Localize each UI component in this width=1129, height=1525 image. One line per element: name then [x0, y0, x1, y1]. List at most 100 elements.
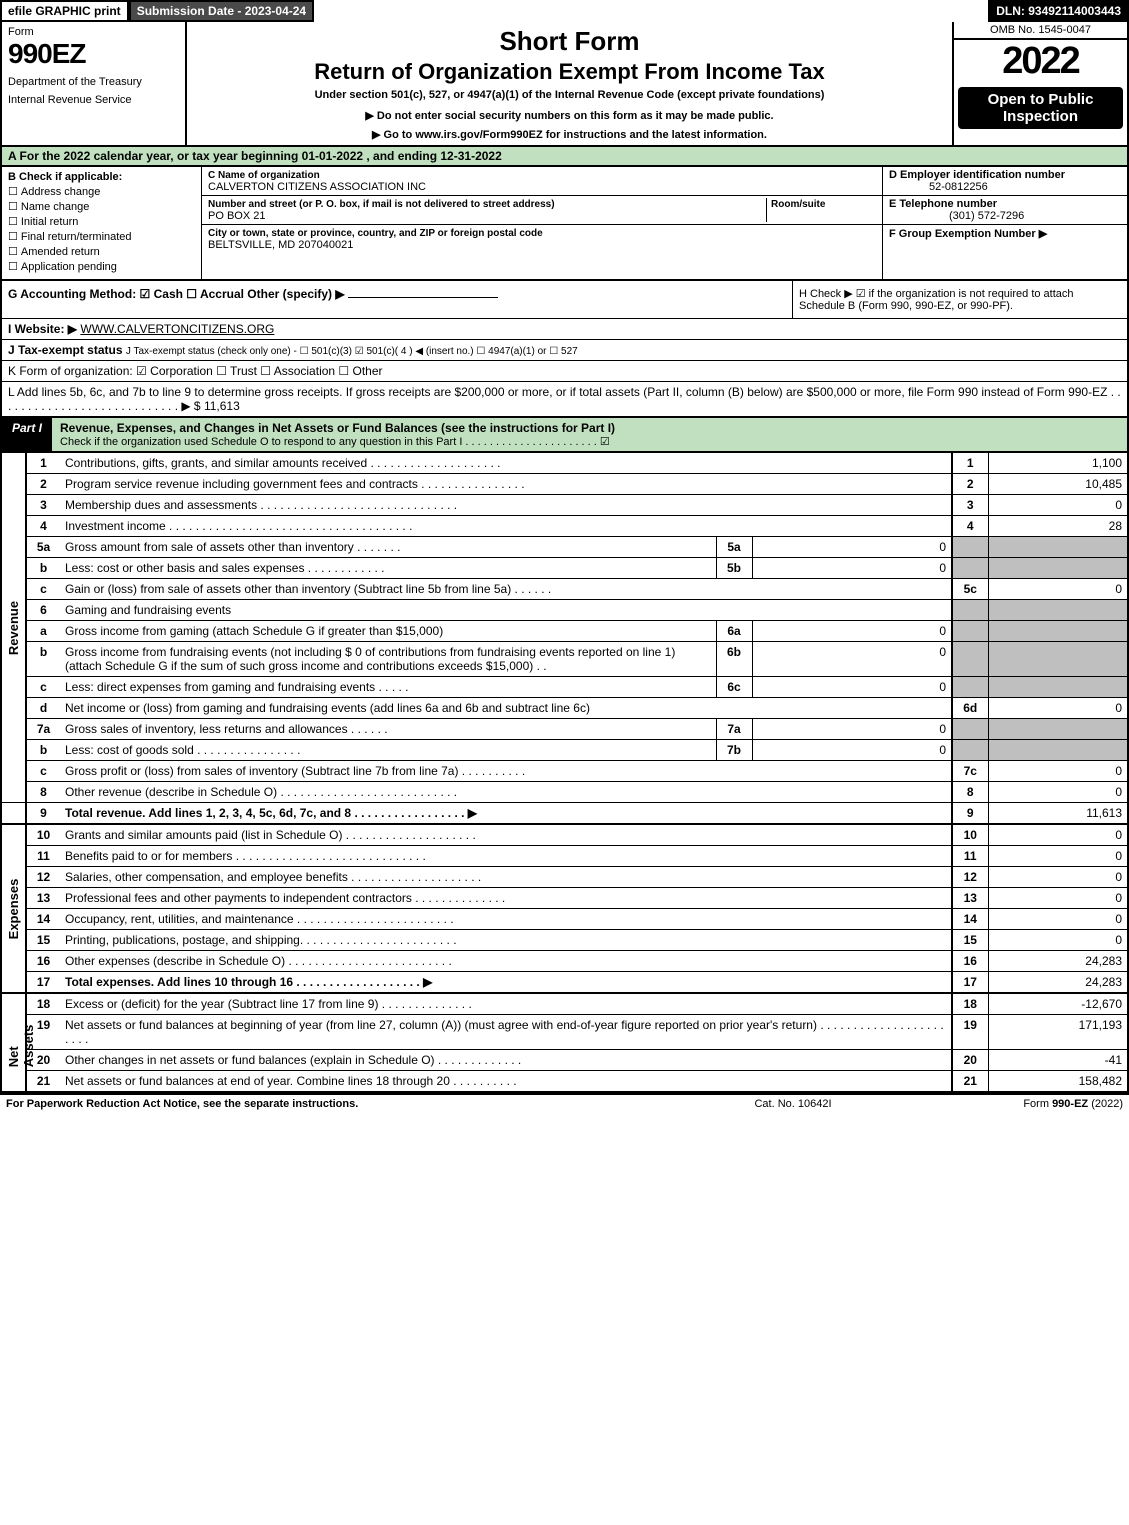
- chk-amended-return[interactable]: Amended return: [8, 245, 195, 258]
- line-11: 11 Benefits paid to or for members . . .…: [1, 846, 1128, 867]
- line-13-value: 0: [988, 888, 1128, 909]
- tax-exempt-status: J Tax-exempt status J Tax-exempt status …: [0, 340, 1129, 361]
- line-20-value: -41: [988, 1050, 1128, 1071]
- line-17: 17 Total expenses. Add lines 10 through …: [1, 972, 1128, 994]
- line-8-value: 0: [988, 782, 1128, 803]
- line-12-value: 0: [988, 867, 1128, 888]
- page-footer: For Paperwork Reduction Act Notice, see …: [0, 1093, 1129, 1113]
- section-bcdef: B Check if applicable: Address change Na…: [0, 167, 1129, 281]
- line-7b-value: 0: [752, 740, 952, 761]
- short-form-title: Short Form: [193, 26, 946, 57]
- org-name-row: C Name of organization CALVERTON CITIZEN…: [202, 167, 882, 196]
- city-value: BELTSVILLE, MD 207040021: [208, 239, 353, 251]
- part-i-tab: Part I: [2, 418, 52, 451]
- line-1-value: 1,100: [988, 453, 1128, 474]
- omb-number: OMB No. 1545-0047: [954, 22, 1127, 40]
- row-gh: G Accounting Method: ☑ Cash ☐ Accrual Ot…: [0, 281, 1129, 319]
- header-right: OMB No. 1545-0047 2022 Open to Public In…: [952, 22, 1127, 145]
- line-6b: b Gross income from fundraising events (…: [1, 642, 1128, 677]
- line-7a: 7a Gross sales of inventory, less return…: [1, 719, 1128, 740]
- line-5a-value: 0: [752, 537, 952, 558]
- chk-address-change[interactable]: Address change: [8, 185, 195, 198]
- efile-print-label[interactable]: efile GRAPHIC print: [0, 0, 129, 22]
- ein-row: D Employer identification number 52-0812…: [883, 167, 1127, 196]
- line-6c: c Less: direct expenses from gaming and …: [1, 677, 1128, 698]
- under-section: Under section 501(c), 527, or 4947(a)(1)…: [193, 89, 946, 101]
- line-19: 19 Net assets or fund balances at beginn…: [1, 1015, 1128, 1050]
- line-14: 14 Occupancy, rent, utilities, and maint…: [1, 909, 1128, 930]
- line-7c-value: 0: [988, 761, 1128, 782]
- city-row: City or town, state or province, country…: [202, 225, 882, 253]
- line-5a: 5a Gross amount from sale of assets othe…: [1, 537, 1128, 558]
- form-of-organization: K Form of organization: ☑ Corporation ☐ …: [0, 361, 1129, 382]
- line-11-value: 0: [988, 846, 1128, 867]
- line-3-value: 0: [988, 495, 1128, 516]
- line-12: 12 Salaries, other compensation, and emp…: [1, 867, 1128, 888]
- tel-value: (301) 572-7296: [889, 210, 1024, 222]
- line-7a-value: 0: [752, 719, 952, 740]
- line-6c-value: 0: [752, 677, 952, 698]
- line-6a-value: 0: [752, 621, 952, 642]
- line-6b-value: 0: [752, 642, 952, 677]
- dept-treasury: Department of the Treasury: [8, 76, 179, 88]
- website-row: I Website: ▶ WWW.CALVERTONCITIZENS.ORG: [0, 319, 1129, 340]
- line-9: 9 Total revenue. Add lines 1, 2, 3, 4, 5…: [1, 803, 1128, 825]
- form-header: Form 990EZ Department of the Treasury In…: [0, 22, 1129, 147]
- row-a-calendar-year: A For the 2022 calendar year, or tax yea…: [0, 147, 1129, 167]
- paperwork-reduction-notice: For Paperwork Reduction Act Notice, see …: [6, 1098, 663, 1110]
- part-i-table: Revenue 1 Contributions, gifts, grants, …: [0, 453, 1129, 1093]
- open-to-public: Open to Public Inspection: [958, 87, 1123, 129]
- net-assets-side-label: Net Assets: [6, 1018, 36, 1067]
- line-2: 2 Program service revenue including gove…: [1, 474, 1128, 495]
- line-14-value: 0: [988, 909, 1128, 930]
- line-5b-value: 0: [752, 558, 952, 579]
- street-hdr: Number and street (or P. O. box, if mail…: [208, 199, 555, 210]
- form-reference: Form 990-EZ (2022): [923, 1098, 1123, 1110]
- line-4: 4 Investment income . . . . . . . . . . …: [1, 516, 1128, 537]
- line-13: 13 Professional fees and other payments …: [1, 888, 1128, 909]
- submission-date: Submission Date - 2023-04-24: [129, 0, 314, 22]
- tel-row: E Telephone number (301) 572-7296: [883, 196, 1127, 225]
- header-mid: Short Form Return of Organization Exempt…: [187, 22, 952, 145]
- catalog-number: Cat. No. 10642I: [663, 1098, 923, 1110]
- chk-application-pending[interactable]: Application pending: [8, 260, 195, 273]
- line-9-value: 11,613: [988, 803, 1128, 825]
- dept-irs: Internal Revenue Service: [8, 94, 179, 106]
- line-7b: b Less: cost of goods sold . . . . . . .…: [1, 740, 1128, 761]
- line-16: 16 Other expenses (describe in Schedule …: [1, 951, 1128, 972]
- line-4-value: 28: [988, 516, 1128, 537]
- line-10: Expenses 10 Grants and similar amounts p…: [1, 824, 1128, 846]
- line-15-value: 0: [988, 930, 1128, 951]
- ein-value: 52-0812256: [889, 181, 988, 193]
- line-18: Net Assets 18 Excess or (deficit) for th…: [1, 993, 1128, 1015]
- line-5b: b Less: cost or other basis and sales ex…: [1, 558, 1128, 579]
- chk-name-change[interactable]: Name change: [8, 200, 195, 213]
- line-17-value: 24,283: [988, 972, 1128, 994]
- line-5c-value: 0: [988, 579, 1128, 600]
- header-left: Form 990EZ Department of the Treasury In…: [2, 22, 187, 145]
- line-5c: c Gain or (loss) from sale of assets oth…: [1, 579, 1128, 600]
- city-hdr: City or town, state or province, country…: [208, 228, 543, 239]
- line-3: 3 Membership dues and assessments . . . …: [1, 495, 1128, 516]
- street-value: PO BOX 21: [208, 210, 265, 222]
- line-18-value: -12,670: [988, 993, 1128, 1015]
- expenses-side-label: Expenses: [6, 878, 21, 939]
- line-6d-value: 0: [988, 698, 1128, 719]
- street-row: Number and street (or P. O. box, if mail…: [202, 196, 882, 225]
- return-title: Return of Organization Exempt From Incom…: [193, 59, 946, 85]
- group-exemption-row: F Group Exemption Number ▶: [883, 225, 1127, 242]
- chk-final-return[interactable]: Final return/terminated: [8, 230, 195, 243]
- box-b: B Check if applicable: Address change Na…: [2, 167, 202, 279]
- part-i-subtitle: Check if the organization used Schedule …: [60, 435, 1119, 448]
- website-label: I Website: ▶: [8, 322, 77, 336]
- chk-initial-return[interactable]: Initial return: [8, 215, 195, 228]
- line-15: 15 Printing, publications, postage, and …: [1, 930, 1128, 951]
- line-6a: a Gross income from gaming (attach Sched…: [1, 621, 1128, 642]
- tax-year: 2022: [954, 40, 1127, 83]
- line-10-value: 0: [988, 824, 1128, 846]
- accounting-method: G Accounting Method: ☑ Cash ☐ Accrual Ot…: [2, 281, 792, 318]
- go-to-link[interactable]: ▶ Go to www.irs.gov/Form990EZ for instru…: [193, 128, 946, 141]
- line-8: 8 Other revenue (describe in Schedule O)…: [1, 782, 1128, 803]
- website-link[interactable]: WWW.CALVERTONCITIZENS.ORG: [80, 322, 274, 336]
- line-1: Revenue 1 Contributions, gifts, grants, …: [1, 453, 1128, 474]
